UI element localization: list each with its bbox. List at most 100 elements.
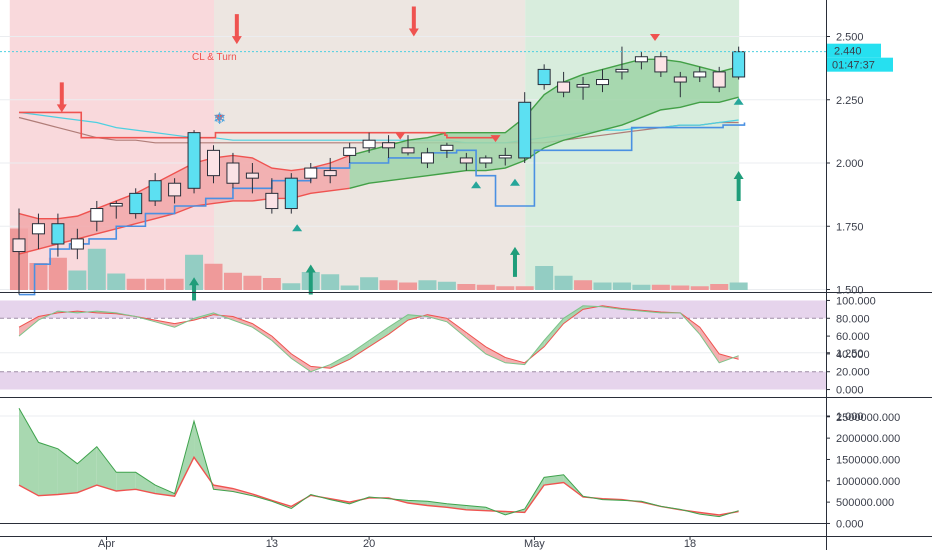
volume-bar bbox=[87, 248, 106, 290]
stoch-fill bbox=[291, 353, 311, 372]
up-arrow bbox=[733, 170, 744, 201]
volume-bar bbox=[418, 280, 437, 290]
osc-tick-label: 1500000.000 bbox=[836, 454, 900, 466]
candle-body bbox=[245, 172, 259, 179]
volume-bar bbox=[710, 284, 729, 290]
stoch-fill bbox=[271, 336, 292, 359]
current-price-badge bbox=[827, 43, 881, 58]
up-triangle bbox=[471, 181, 482, 189]
price-panel: CL & Turn ❄ bbox=[0, 0, 826, 417]
y-tick-label: 2.250 bbox=[836, 95, 864, 107]
stoch-tick-label: 60.000 bbox=[836, 331, 870, 343]
volume-bar bbox=[165, 278, 184, 290]
candle-body bbox=[187, 132, 201, 189]
x-tick-label: May bbox=[524, 538, 545, 550]
candle-body bbox=[362, 139, 376, 149]
y-tick-label: 1.750 bbox=[836, 221, 864, 233]
volume-bar bbox=[68, 270, 87, 290]
down-arrow bbox=[231, 14, 242, 45]
volume-bar bbox=[360, 277, 379, 290]
down-triangle bbox=[395, 132, 406, 140]
osc-tick-label: 2000000.000 bbox=[836, 433, 900, 445]
volume-bar bbox=[185, 254, 204, 290]
volume-bar bbox=[146, 278, 165, 290]
down-arrow bbox=[408, 6, 419, 37]
y-tick-label: 2.000 bbox=[836, 158, 864, 170]
volume-bar bbox=[437, 281, 456, 290]
stoch-tick-label: 100.000 bbox=[836, 295, 876, 307]
stoch-tick-label: 40.000 bbox=[836, 349, 870, 361]
volume-bar bbox=[243, 275, 262, 290]
stoch-fill bbox=[369, 327, 389, 347]
stoch-band bbox=[0, 300, 826, 319]
volume-bar bbox=[476, 284, 495, 290]
up-arrow bbox=[305, 264, 316, 295]
osc-fill bbox=[135, 472, 156, 494]
volume-bar bbox=[340, 285, 359, 290]
candle-body bbox=[498, 154, 512, 159]
candle-body bbox=[304, 167, 318, 179]
stoch-tick-label: 20.000 bbox=[836, 367, 870, 379]
down-triangle bbox=[214, 114, 225, 122]
annotation-cl-turn: CL & Turn bbox=[192, 52, 237, 63]
candle-body bbox=[31, 223, 45, 235]
osc-fill bbox=[38, 442, 58, 496]
y-tick-label: 2.500 bbox=[836, 32, 864, 44]
volume-bar bbox=[223, 272, 242, 290]
candle-body bbox=[576, 84, 590, 88]
osc-tick-label: 0.000 bbox=[836, 518, 864, 530]
volume-bar bbox=[48, 257, 67, 290]
stoch-fill bbox=[446, 318, 467, 338]
volume-bar bbox=[612, 282, 631, 290]
volume-bar bbox=[262, 278, 281, 290]
osc-fill bbox=[155, 485, 175, 497]
volume-bar bbox=[496, 286, 515, 290]
x-tick-label: 18 bbox=[684, 538, 696, 550]
candle-body bbox=[557, 81, 571, 93]
down-triangle bbox=[490, 135, 501, 143]
y-tick-label: 1.000 bbox=[836, 411, 864, 423]
candle-body bbox=[109, 202, 123, 207]
candle-body bbox=[265, 192, 279, 210]
volume-bar bbox=[593, 282, 612, 290]
stoch-k-line bbox=[18, 305, 739, 373]
countdown-badge bbox=[827, 57, 893, 72]
candle-body bbox=[615, 68, 629, 73]
stoch-fill bbox=[466, 332, 486, 354]
candle-body bbox=[323, 170, 337, 177]
candle-body bbox=[654, 56, 668, 73]
osc-tick-label: 2500000.000 bbox=[836, 412, 900, 424]
volume-bar bbox=[107, 273, 126, 290]
volume-bar bbox=[379, 280, 398, 290]
oscillator-panel bbox=[0, 408, 826, 524]
stoch-tick-label: 80.000 bbox=[836, 313, 870, 325]
volume-bar bbox=[729, 282, 748, 290]
cloud-band-red-upper bbox=[18, 154, 350, 220]
volume-bar bbox=[321, 274, 340, 290]
candle-body bbox=[168, 182, 182, 197]
volume-bar bbox=[535, 266, 554, 290]
candle-body bbox=[401, 147, 415, 154]
x-tick-label: 20 bbox=[363, 538, 375, 550]
osc-tick-label: 500000.000 bbox=[836, 497, 894, 509]
y-tick-label: 1.500 bbox=[836, 285, 864, 297]
candle-body bbox=[732, 51, 746, 78]
stoch-tick-label: 0.000 bbox=[836, 385, 864, 397]
osc-line-green bbox=[18, 408, 739, 518]
osc-tick-label: 1000000.000 bbox=[836, 476, 900, 488]
up-triangle bbox=[509, 178, 520, 186]
stoch-band bbox=[0, 371, 826, 390]
price-axis-bg bbox=[826, 0, 932, 550]
candle-body bbox=[537, 68, 551, 86]
candle-body bbox=[596, 79, 609, 86]
volume-bar bbox=[399, 282, 417, 290]
candle-body bbox=[70, 238, 84, 250]
y-tick-label: 1.250 bbox=[836, 348, 864, 360]
ma-brown-line bbox=[18, 116, 739, 144]
cloud-band-green-lower bbox=[349, 96, 739, 189]
volume-bar bbox=[457, 284, 476, 290]
up-arrow bbox=[509, 246, 520, 277]
